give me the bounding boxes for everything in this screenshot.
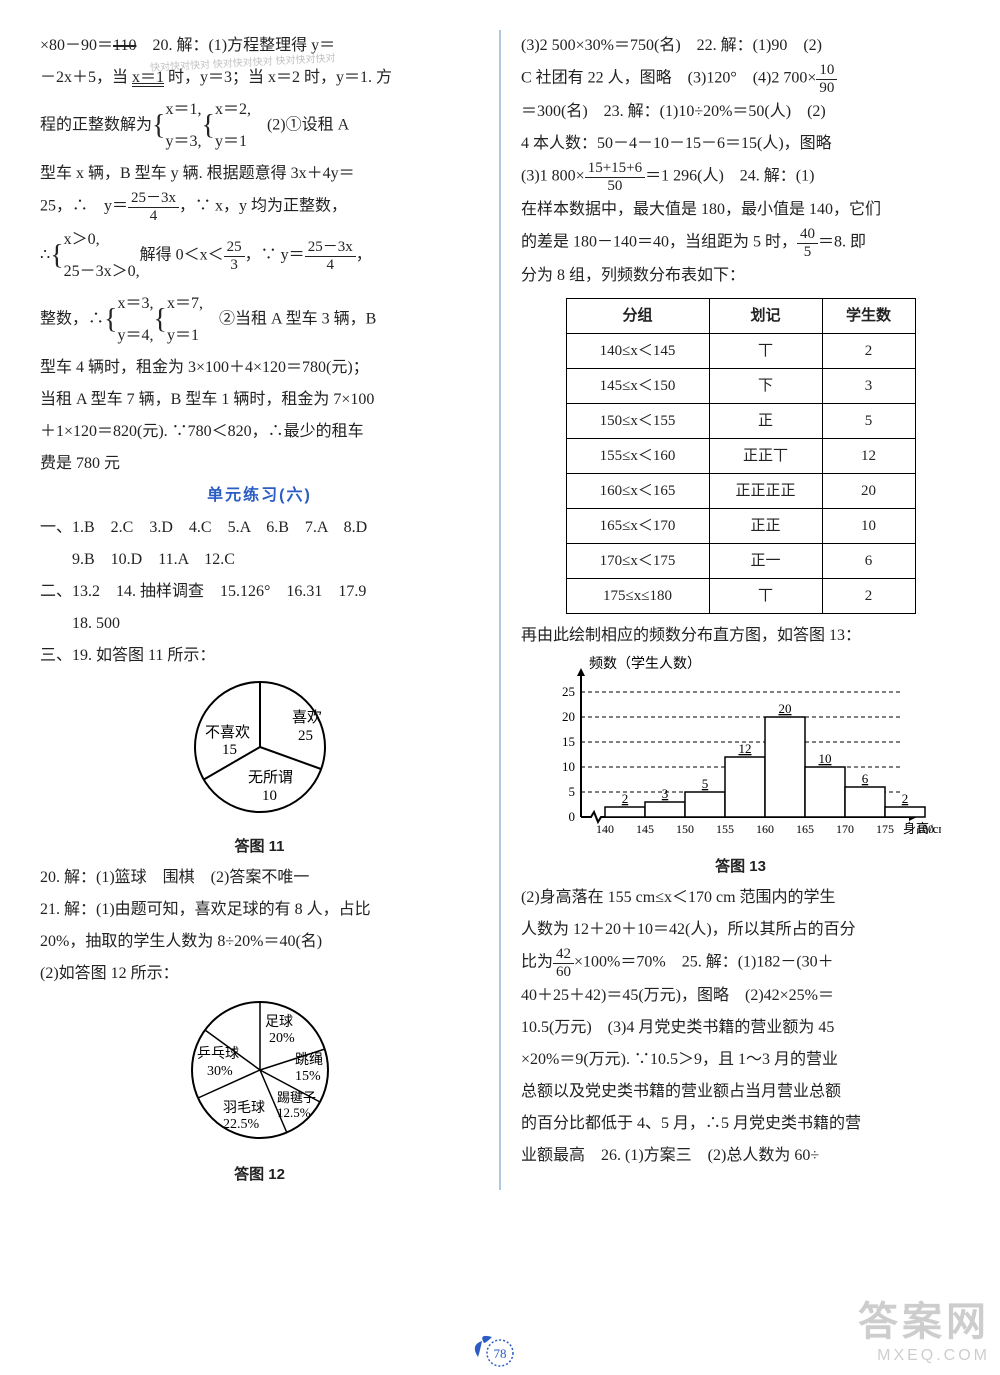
text-line: ×20%＝9(万元). ∵10.5＞9，且 1～3 月的营业 [521, 1044, 960, 1076]
svg-text:175: 175 [876, 822, 894, 836]
svg-text:25: 25 [298, 728, 313, 744]
text-line: (2)身高落在 155 cm≤x＜170 cm 范围内的学生 [521, 882, 960, 914]
text-line: 二、13.2 14. 抽样调查 15.126° 16.31 17.9 [40, 576, 479, 608]
text-line: ＋1×120＝820(元). ∵780＜820，∴最少的租车 [40, 416, 479, 448]
svg-text:足球: 足球 [265, 1014, 293, 1030]
text-line: 18. 500 [40, 608, 479, 640]
svg-text:乒乓球: 乒乓球 [197, 1046, 239, 1062]
svg-text:0: 0 [569, 809, 576, 824]
svg-text:155: 155 [716, 822, 734, 836]
svg-text:140: 140 [596, 822, 614, 836]
svg-text:2: 2 [902, 791, 909, 806]
svg-text:10: 10 [819, 751, 832, 766]
section-heading: 单元练习(六) [40, 480, 479, 512]
histogram: 0 5 10 15 20 25 频数（学生人数） 2 3 5 12 20 10 6 2 140 145 150 15… [521, 652, 960, 882]
svg-text:15: 15 [562, 734, 575, 749]
svg-text:145: 145 [636, 822, 654, 836]
text-line: 总额以及党史类书籍的营业额占当月营业总额 [521, 1076, 960, 1108]
figure-caption: 答图 13 [521, 852, 960, 882]
frequency-table: 分组划记学生数 140≤x＜145丅2 145≤x＜150下3 150≤x＜15… [566, 298, 916, 614]
svg-text:5: 5 [702, 776, 709, 791]
text-line: ∴{x＞0,25－3x＞0,解得 0＜x＜253，∵ y＝25－3x4， [40, 224, 479, 288]
text-line: 分为 8 组，列频数分布表如下： [521, 260, 960, 292]
text-line: 整数，∴{x＝3,y＝4,{x＝7,y＝1 ②当租 A 型车 3 辆，B [40, 288, 479, 352]
svg-text:22.5%: 22.5% [223, 1117, 260, 1132]
two-columns: ×80－90＝110 20. 解：(1)方程整理得 y＝ －2x＋5，当 x＝1… [40, 30, 960, 1190]
text-line: ＝300(名) 23. 解：(1)10÷20%＝50(人) (2) [521, 96, 960, 128]
text-line: 的差是 180－140＝40，当组距为 5 时，405＝8. 即 [521, 226, 960, 260]
right-column: (3)2 500×30%＝750(名) 22. 解：(1)90 (2) C 社团… [501, 30, 960, 1190]
text-line: 程的正整数解为{x＝1,y＝3,{x＝2,y＝1 (2)①设租 A [40, 94, 479, 158]
page: 快对快对快对 快对快对快对 快对快对快对 ×80－90＝110 20. 解：(1… [0, 0, 1000, 1375]
svg-text:20: 20 [562, 709, 575, 724]
svg-text:6: 6 [862, 771, 869, 786]
svg-text:12: 12 [739, 741, 752, 756]
svg-text:2: 2 [622, 791, 629, 806]
svg-text:踢毽子: 踢毽子 [277, 1090, 316, 1105]
svg-text:羽毛球: 羽毛球 [223, 1100, 265, 1116]
svg-text:跳绳: 跳绳 [295, 1052, 323, 1068]
text-line: 三、19. 如答图 11 所示： [40, 640, 479, 672]
svg-text:20%: 20% [269, 1031, 295, 1046]
text-line: (3)1 800×15+15+650＝1 296(人) 24. 解：(1) [521, 160, 960, 194]
figure-caption: 答图 11 [40, 832, 479, 862]
svg-text:频数（学生人数）: 频数（学生人数） [589, 656, 701, 672]
svg-text:78: 78 [494, 1346, 507, 1361]
text-line: 10.5(万元) (3)4 月党史类书籍的营业额为 45 [521, 1012, 960, 1044]
svg-text:12.5%: 12.5% [277, 1105, 311, 1120]
pie-chart-12: 足球 20% 跳绳 15% 踢毽子 12.5% 羽毛球 22.5% 乒乓球 30… [40, 990, 479, 1190]
text-line: 型车 4 辆时，租金为 3×100＋4×120＝780(元)； [40, 352, 479, 384]
svg-text:150: 150 [676, 822, 694, 836]
text-line: 型车 x 辆，B 型车 y 辆. 根据题意得 3x＋4y＝ [40, 158, 479, 190]
text-line: 费是 780 元 [40, 448, 479, 480]
text-line: 在样本数据中，最大值是 180，最小值是 140，它们 [521, 194, 960, 226]
svg-text:170: 170 [836, 822, 854, 836]
svg-text:165: 165 [796, 822, 814, 836]
text-line: 再由此绘制相应的频数分布直方图，如答图 13： [521, 620, 960, 652]
pie-chart-11: 喜欢 25 不喜欢 15 无所谓 10 答图 11 [40, 672, 479, 862]
svg-text:无所谓: 无所谓 [248, 769, 293, 786]
figure-caption: 答图 12 [40, 1160, 479, 1190]
text-line: 4 本人数：50－4－10－15－6＝15(人)，图略 [521, 128, 960, 160]
text-line: 一、1.B 2.C 3.D 4.C 5.A 6.B 7.A 8.D [40, 512, 479, 544]
text-line: 20%，抽取的学生人数为 8÷20%＝40(名) [40, 926, 479, 958]
svg-text:160: 160 [756, 822, 774, 836]
svg-text:30%: 30% [207, 1064, 233, 1079]
text-line: C 社团有 22 人，图略 (3)120° (4)2 700×1090 [521, 62, 960, 96]
svg-text:3: 3 [662, 786, 669, 801]
svg-text:25: 25 [562, 684, 575, 699]
text-line: 25，∴ y＝25－3x4，∵ x，y 均为正整数， [40, 190, 479, 224]
text-line: 的百分比都低于 4、5 月，∴5 月党史类书籍的营 [521, 1108, 960, 1140]
svg-text:15%: 15% [295, 1069, 321, 1084]
svg-text:喜欢: 喜欢 [292, 709, 322, 726]
svg-text:15: 15 [222, 742, 237, 758]
text-line: (3)2 500×30%＝750(名) 22. 解：(1)90 (2) [521, 30, 960, 62]
text-line: 比为4260×100%＝70% 25. 解：(1)182－(30＋ [521, 946, 960, 980]
svg-text:5: 5 [569, 784, 576, 799]
left-column: ×80－90＝110 20. 解：(1)方程整理得 y＝ －2x＋5，当 x＝1… [40, 30, 501, 1190]
watermark: 答案网 MXEQ.COM [858, 1289, 990, 1365]
text-line: 业额最高 26. (1)方案三 (2)总人数为 60÷ [521, 1140, 960, 1172]
svg-text:不喜欢: 不喜欢 [205, 724, 250, 741]
text-line: 40＋25＋42)＝45(万元)，图略 (2)42×25%＝ [521, 980, 960, 1012]
svg-text:20: 20 [779, 701, 792, 716]
text-line: 当租 A 型车 7 辆，B 型车 1 辆时，租金为 7×100 [40, 384, 479, 416]
svg-text:10: 10 [562, 759, 575, 774]
svg-text:10: 10 [262, 788, 277, 804]
page-number: 78 [470, 1333, 530, 1367]
text-line: 21. 解：(1)由题可知，喜欢足球的有 8 人，占比 [40, 894, 479, 926]
text-line: 人数为 12＋20＋10＝42(人)，所以其所占的百分 [521, 914, 960, 946]
text-line: 20. 解：(1)篮球 围棋 (2)答案不唯一 [40, 862, 479, 894]
svg-text:身高/cm: 身高/cm [903, 821, 941, 836]
text-line: (2)如答图 12 所示： [40, 958, 479, 990]
text-line: 9.B 10.D 11.A 12.C [40, 544, 479, 576]
